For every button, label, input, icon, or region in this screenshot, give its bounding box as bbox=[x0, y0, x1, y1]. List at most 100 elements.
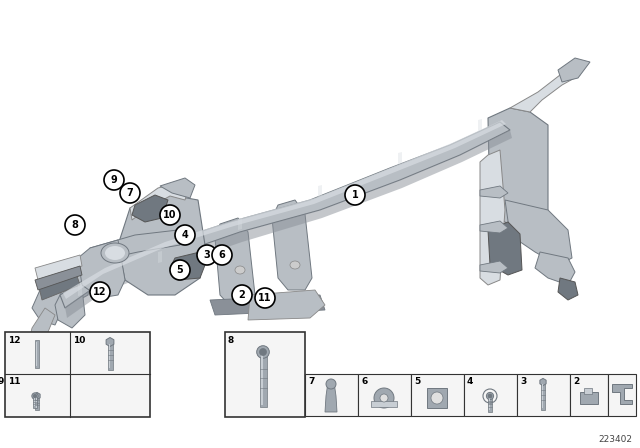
Circle shape bbox=[90, 282, 110, 302]
Circle shape bbox=[255, 288, 275, 308]
Text: 8: 8 bbox=[228, 336, 234, 345]
Text: 3: 3 bbox=[520, 377, 526, 386]
Ellipse shape bbox=[105, 246, 125, 260]
Polygon shape bbox=[28, 308, 55, 348]
Text: 9: 9 bbox=[0, 377, 4, 386]
Polygon shape bbox=[510, 68, 580, 112]
Circle shape bbox=[104, 170, 124, 190]
Polygon shape bbox=[34, 392, 40, 400]
Bar bbox=[580, 392, 598, 404]
Text: 6: 6 bbox=[219, 250, 225, 260]
Circle shape bbox=[488, 394, 492, 398]
Bar bbox=[35, 340, 39, 368]
Circle shape bbox=[170, 260, 190, 280]
Bar bbox=[608, 374, 636, 416]
Bar bbox=[225, 332, 305, 417]
Polygon shape bbox=[65, 130, 512, 318]
Polygon shape bbox=[248, 290, 325, 320]
Text: 223402: 223402 bbox=[598, 435, 632, 444]
Polygon shape bbox=[38, 270, 80, 300]
Text: 11: 11 bbox=[259, 293, 272, 303]
Polygon shape bbox=[540, 379, 546, 386]
Bar bbox=[517, 374, 570, 416]
Polygon shape bbox=[160, 178, 195, 198]
Polygon shape bbox=[488, 222, 522, 275]
Polygon shape bbox=[488, 108, 548, 235]
Polygon shape bbox=[535, 252, 575, 285]
Circle shape bbox=[345, 185, 365, 205]
Circle shape bbox=[259, 349, 266, 356]
Bar bbox=[541, 382, 545, 410]
Bar bbox=[489, 398, 490, 410]
Polygon shape bbox=[60, 122, 510, 308]
Polygon shape bbox=[130, 183, 188, 220]
Text: 2: 2 bbox=[573, 377, 579, 386]
Text: 11: 11 bbox=[8, 377, 20, 386]
Text: 3: 3 bbox=[204, 250, 211, 260]
Polygon shape bbox=[480, 186, 508, 198]
Circle shape bbox=[212, 245, 232, 265]
Circle shape bbox=[431, 392, 443, 404]
Polygon shape bbox=[558, 58, 590, 82]
Circle shape bbox=[32, 393, 38, 399]
Text: 1: 1 bbox=[351, 190, 358, 200]
Text: 7: 7 bbox=[308, 377, 314, 386]
Polygon shape bbox=[505, 200, 572, 265]
Polygon shape bbox=[106, 337, 114, 346]
Bar bbox=[305, 374, 358, 416]
Polygon shape bbox=[215, 218, 255, 308]
Circle shape bbox=[232, 285, 252, 305]
Bar bbox=[33, 396, 36, 408]
Bar bbox=[109, 344, 110, 368]
Bar bbox=[259, 352, 266, 407]
Polygon shape bbox=[480, 150, 505, 285]
Circle shape bbox=[257, 346, 269, 358]
Polygon shape bbox=[170, 252, 205, 280]
Circle shape bbox=[120, 183, 140, 203]
Bar bbox=[35, 396, 39, 410]
Polygon shape bbox=[480, 221, 508, 233]
Bar bbox=[584, 388, 592, 394]
Circle shape bbox=[374, 388, 394, 408]
Bar bbox=[371, 401, 397, 407]
Text: 2: 2 bbox=[239, 290, 245, 300]
Polygon shape bbox=[612, 384, 632, 404]
Bar bbox=[108, 342, 113, 370]
Text: 4: 4 bbox=[182, 230, 188, 240]
Circle shape bbox=[65, 215, 85, 235]
Text: 12: 12 bbox=[93, 287, 107, 297]
Bar bbox=[570, 374, 608, 416]
Polygon shape bbox=[78, 284, 82, 296]
Circle shape bbox=[197, 245, 217, 265]
Text: 4: 4 bbox=[467, 377, 474, 386]
Bar bbox=[411, 374, 464, 416]
Bar bbox=[5, 332, 150, 417]
Polygon shape bbox=[480, 261, 508, 273]
Ellipse shape bbox=[101, 243, 129, 263]
Polygon shape bbox=[78, 240, 125, 298]
Polygon shape bbox=[38, 258, 92, 302]
Circle shape bbox=[326, 379, 336, 389]
Bar bbox=[464, 374, 517, 416]
Polygon shape bbox=[272, 200, 312, 290]
Text: 12: 12 bbox=[8, 336, 20, 345]
Circle shape bbox=[175, 225, 195, 245]
Text: 5: 5 bbox=[414, 377, 420, 386]
Polygon shape bbox=[210, 295, 325, 315]
Bar bbox=[260, 354, 262, 405]
Ellipse shape bbox=[235, 266, 245, 274]
Polygon shape bbox=[32, 282, 62, 325]
Text: 6: 6 bbox=[361, 377, 367, 386]
Bar bbox=[358, 374, 411, 416]
Polygon shape bbox=[558, 278, 578, 300]
Circle shape bbox=[33, 394, 36, 398]
Text: 7: 7 bbox=[127, 188, 133, 198]
Bar bbox=[427, 388, 447, 408]
Polygon shape bbox=[35, 266, 82, 290]
Polygon shape bbox=[55, 288, 85, 328]
Text: 10: 10 bbox=[73, 336, 85, 345]
Polygon shape bbox=[238, 218, 242, 230]
Ellipse shape bbox=[290, 261, 300, 269]
Circle shape bbox=[160, 205, 180, 225]
Polygon shape bbox=[35, 255, 82, 280]
